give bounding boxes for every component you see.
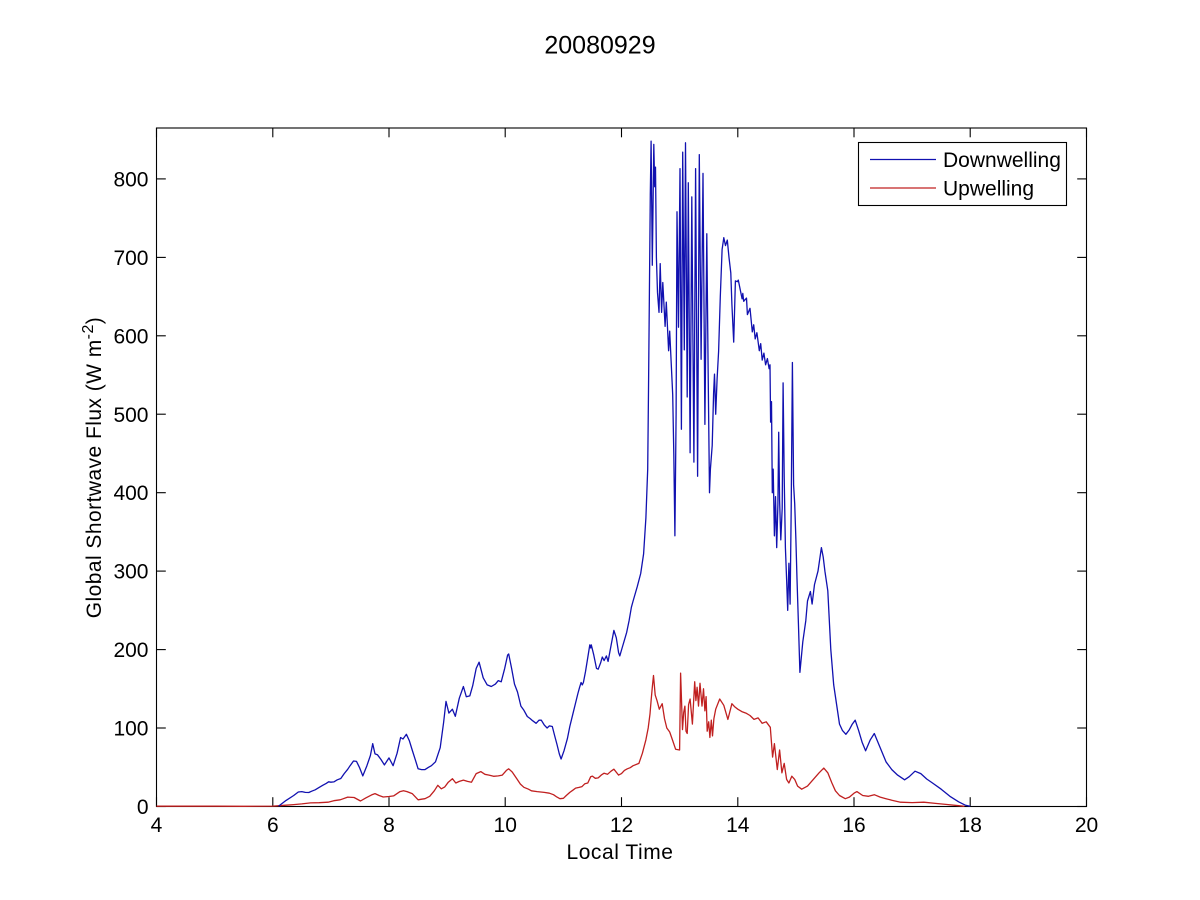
svg-text:8: 8 bbox=[383, 814, 395, 837]
svg-text:700: 700 bbox=[113, 247, 148, 270]
svg-text:12: 12 bbox=[610, 814, 633, 837]
svg-text:20080929: 20080929 bbox=[544, 32, 655, 60]
svg-text:20: 20 bbox=[1075, 814, 1098, 837]
svg-text:Local Time: Local Time bbox=[566, 841, 673, 864]
svg-text:14: 14 bbox=[726, 814, 750, 837]
svg-text:18: 18 bbox=[959, 814, 982, 837]
svg-text:10: 10 bbox=[494, 814, 517, 837]
svg-text:Global Shortwave Flux (W m-2): Global Shortwave Flux (W m-2) bbox=[80, 317, 107, 619]
svg-text:400: 400 bbox=[113, 482, 148, 505]
svg-text:Downwelling: Downwelling bbox=[943, 149, 1061, 172]
svg-text:800: 800 bbox=[113, 168, 148, 191]
svg-text:Upwelling: Upwelling bbox=[943, 178, 1034, 201]
svg-text:0: 0 bbox=[137, 796, 149, 819]
svg-text:200: 200 bbox=[113, 639, 148, 662]
svg-text:500: 500 bbox=[113, 404, 148, 427]
svg-text:100: 100 bbox=[113, 718, 148, 741]
svg-text:16: 16 bbox=[842, 814, 865, 837]
svg-text:4: 4 bbox=[151, 814, 163, 837]
svg-text:300: 300 bbox=[113, 561, 148, 584]
svg-text:600: 600 bbox=[113, 325, 148, 348]
svg-text:6: 6 bbox=[267, 814, 279, 837]
